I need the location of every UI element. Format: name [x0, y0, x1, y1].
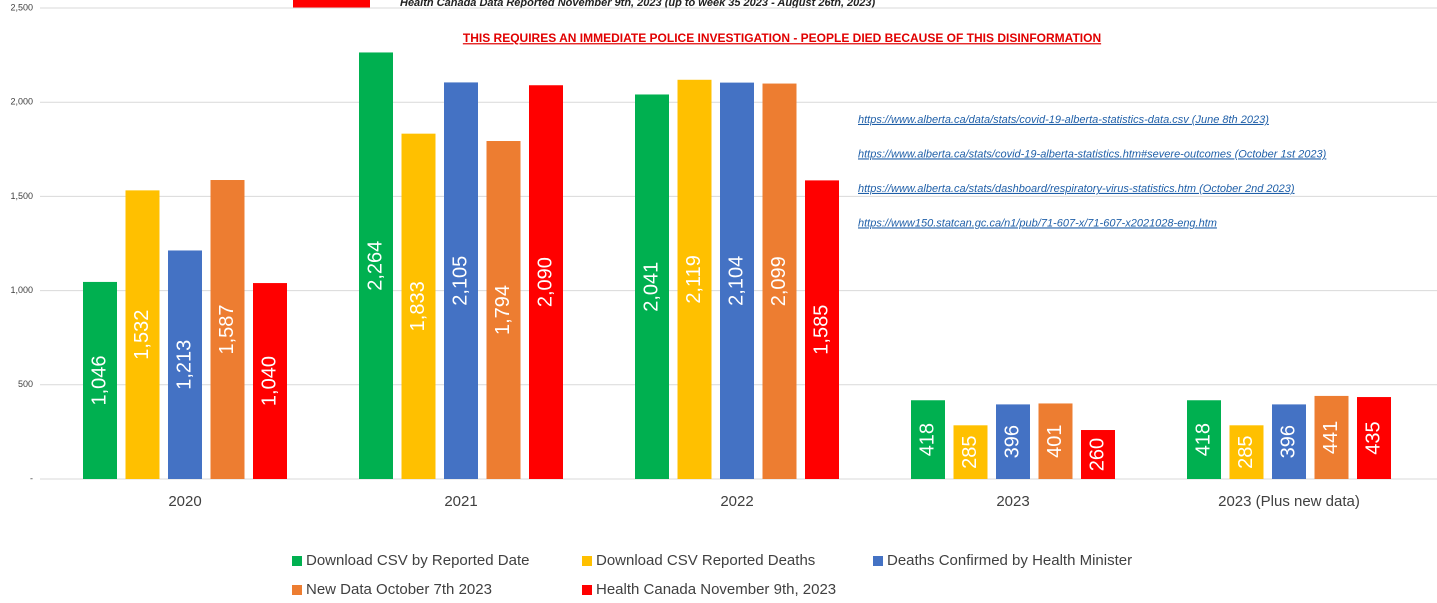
data-label: 285 [959, 435, 981, 468]
data-label: 2,099 [768, 256, 790, 306]
y-tick-label: 2,500 [10, 2, 33, 12]
bar [125, 190, 160, 479]
bar [529, 85, 563, 479]
data-label: 401 [1044, 425, 1066, 458]
bar [1081, 430, 1115, 479]
legend-label: New Data October 7th 2023 [306, 581, 492, 598]
legend-swatch [582, 585, 592, 595]
bar [805, 180, 839, 480]
legend-swatch [873, 556, 883, 566]
bar [359, 52, 393, 479]
legend-swatch [292, 556, 302, 566]
data-label: 2,090 [534, 257, 556, 307]
data-label: 418 [1192, 423, 1214, 456]
bar [720, 82, 754, 480]
data-label: 2,104 [725, 256, 747, 306]
source-link: https://www.alberta.ca/data/stats/covid-… [858, 114, 1269, 126]
legend-swatch [582, 556, 592, 566]
bar [996, 404, 1030, 479]
data-label: 2,041 [640, 262, 662, 312]
data-label: 1,585 [810, 305, 832, 355]
header-swatch [293, 0, 370, 8]
header-note: Health Canada Data Reported November 9th… [400, 0, 876, 9]
data-label: 1,532 [131, 310, 153, 360]
data-label: 1,833 [407, 281, 429, 331]
chart-title: THIS REQUIRES AN IMMEDIATE POLICE INVEST… [463, 31, 1101, 45]
legend-label: Download CSV Reported Deaths [596, 552, 815, 569]
data-label: 2,105 [449, 256, 471, 306]
x-tick-label: 2023 [996, 493, 1029, 510]
data-label: 435 [1362, 421, 1384, 454]
legend-label: Download CSV by Reported Date [306, 552, 529, 569]
data-label: 396 [1001, 425, 1023, 458]
x-tick-label: 2022 [720, 493, 753, 510]
data-label: 1,046 [88, 355, 110, 405]
legend-label: Deaths Confirmed by Health Minister [887, 552, 1132, 569]
bar [168, 250, 202, 479]
bar [444, 82, 478, 479]
source-link: https://www150.statcan.gc.ca/n1/pub/71-6… [858, 217, 1217, 229]
bar [635, 94, 669, 480]
bar [210, 180, 245, 479]
data-label: 2,264 [364, 241, 386, 291]
bar [1038, 403, 1073, 479]
bar [1187, 400, 1221, 479]
source-link: https://www.alberta.ca/stats/covid-19-al… [858, 148, 1327, 160]
data-label: 1,040 [258, 356, 280, 406]
data-label: 285 [1235, 435, 1257, 468]
bar [253, 283, 287, 479]
data-label: 260 [1086, 438, 1108, 471]
x-tick-label: 2023 (Plus new data) [1218, 493, 1360, 510]
bar [1229, 425, 1264, 479]
bar [762, 83, 797, 479]
data-label: 396 [1277, 425, 1299, 458]
x-tick-label: 2020 [168, 493, 201, 510]
x-tick-label: 2021 [444, 493, 477, 510]
y-tick-label: 500 [18, 379, 33, 389]
bar [401, 133, 436, 480]
y-tick-label: 2,000 [10, 97, 33, 107]
bar [1357, 397, 1391, 479]
source-link: https://www.alberta.ca/stats/dashboard/r… [858, 183, 1295, 195]
y-tick-label: - [30, 473, 33, 483]
data-label: 418 [916, 423, 938, 456]
data-label: 1,794 [492, 285, 514, 335]
bar [953, 425, 988, 479]
data-label: 441 [1320, 421, 1342, 454]
legend-label: Health Canada November 9th, 2023 [596, 581, 836, 598]
bar [677, 79, 712, 480]
y-tick-label: 1,500 [10, 191, 33, 201]
legend-swatch [292, 585, 302, 595]
bar [911, 400, 945, 479]
y-tick-label: 1,000 [10, 285, 33, 295]
bar [83, 281, 117, 479]
bar [1272, 404, 1306, 479]
data-label: 1,213 [173, 340, 195, 390]
bar [486, 141, 521, 479]
bar [1314, 395, 1349, 479]
data-label: 2,119 [683, 255, 705, 304]
data-label: 1,587 [216, 304, 238, 354]
